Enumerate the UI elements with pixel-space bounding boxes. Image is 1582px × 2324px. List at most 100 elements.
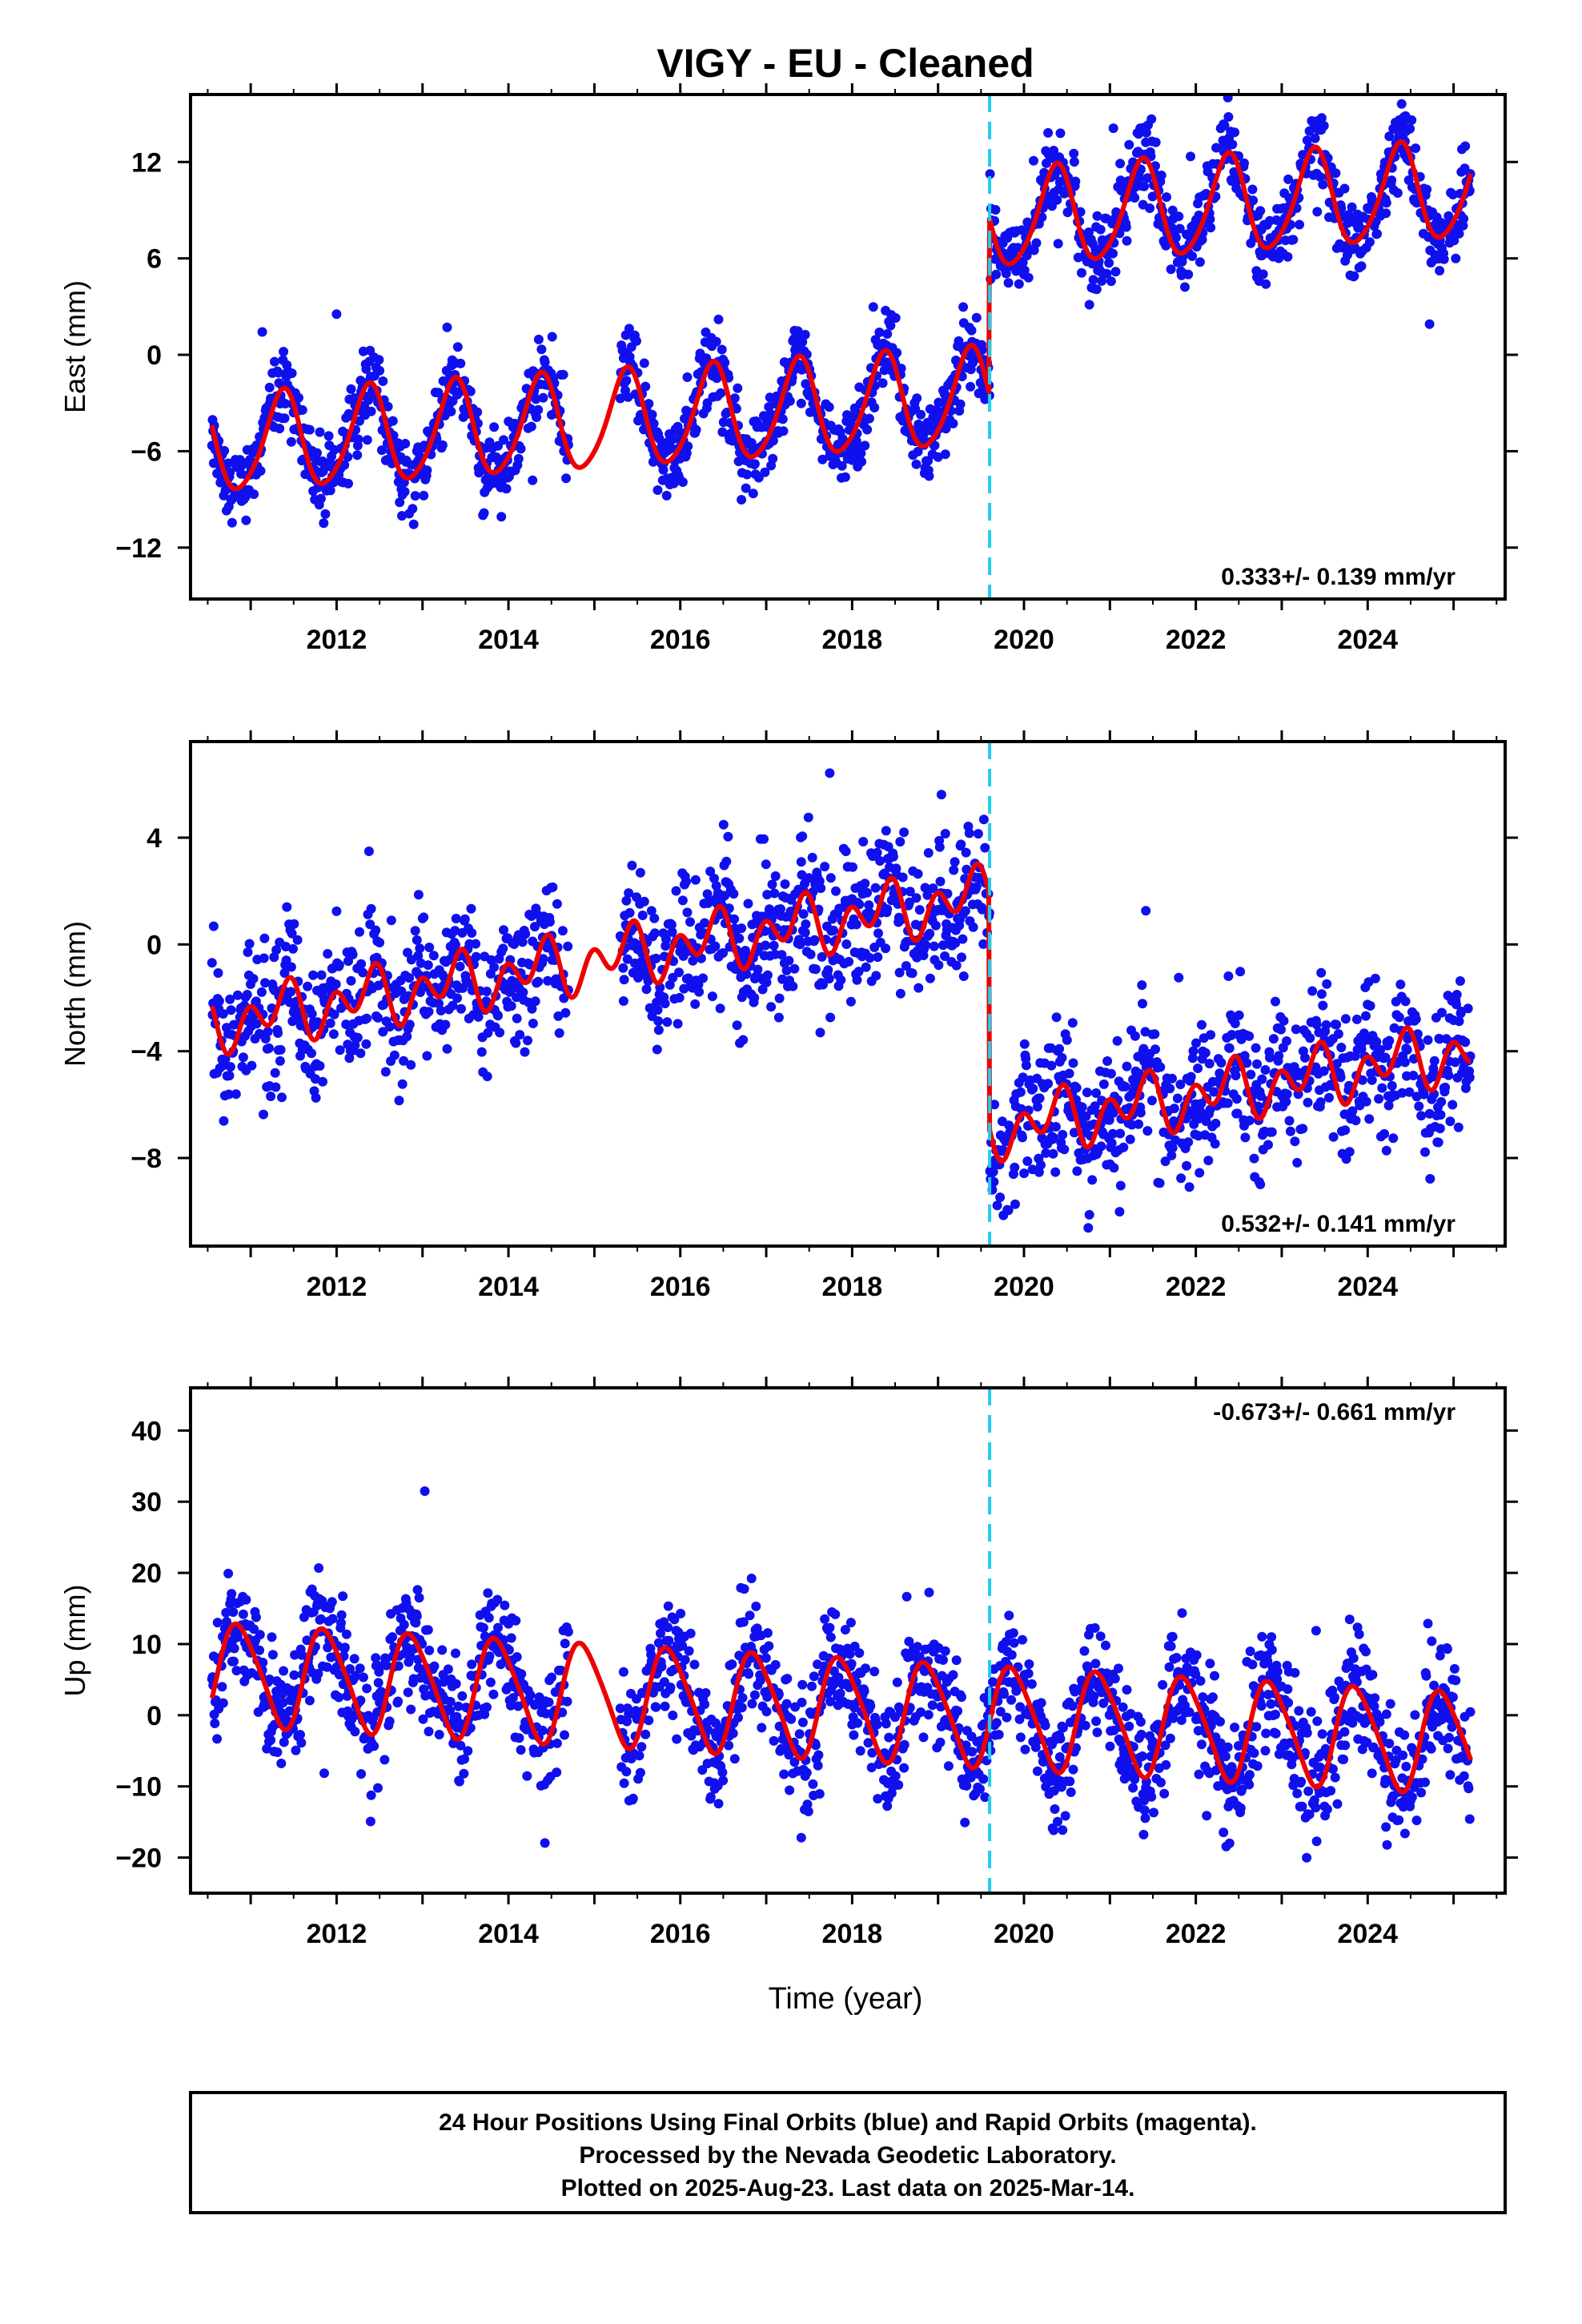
- north-data-point: [639, 896, 649, 907]
- north-data-point: [825, 1012, 836, 1023]
- east-data-point: [856, 448, 866, 458]
- north-data-point: [1244, 1031, 1255, 1041]
- east-data-point: [991, 269, 1002, 279]
- north-data-point: [1377, 1083, 1387, 1093]
- north-data-point: [1452, 990, 1462, 999]
- east-data-point: [1174, 223, 1185, 234]
- east-data-point: [446, 406, 456, 416]
- east-data-point: [661, 490, 672, 501]
- north-data-point: [818, 979, 828, 990]
- north-data-point: [789, 963, 800, 974]
- east-data-point: [1230, 127, 1240, 138]
- north-data-point: [275, 1044, 286, 1055]
- north-data-point: [1195, 1106, 1205, 1116]
- up-data-point: [1066, 1787, 1076, 1797]
- up-data-point: [506, 1633, 516, 1643]
- north-model-curve: [209, 861, 1472, 1164]
- up-data-point: [506, 1700, 516, 1711]
- east-data-point: [1302, 135, 1312, 146]
- east-data-point: [797, 337, 808, 347]
- north-data-point: [1387, 1080, 1397, 1091]
- up-data-point: [669, 1614, 680, 1625]
- east-data-point: [933, 452, 943, 462]
- east-data-point: [1102, 268, 1112, 279]
- up-data-point: [212, 1618, 223, 1628]
- up-data-point: [680, 1655, 690, 1665]
- north-data-point: [1166, 1150, 1177, 1160]
- east-data-point: [1319, 121, 1329, 131]
- up-data-point: [739, 1584, 749, 1594]
- north-data-point: [307, 1009, 317, 1019]
- up-data-point: [916, 1707, 926, 1717]
- up-data-point: [807, 1681, 817, 1691]
- east-data-point: [1108, 248, 1118, 259]
- up-data-point: [358, 1672, 368, 1683]
- east-data-point: [621, 376, 632, 386]
- up-data-point: [393, 1696, 404, 1707]
- north-data-point: [671, 886, 681, 896]
- north-data-point: [419, 912, 429, 923]
- north-data-point: [767, 879, 777, 890]
- east-data-point: [275, 424, 285, 434]
- up-data-point: [980, 1792, 990, 1803]
- east-data-point: [1108, 123, 1118, 134]
- north-data-point: [774, 993, 785, 1003]
- up-data-point: [893, 1779, 904, 1790]
- east-data-point: [383, 401, 393, 412]
- north-data-point: [1255, 1180, 1266, 1189]
- east-data-point: [279, 347, 289, 357]
- north-data-point: [1419, 1089, 1429, 1100]
- north-data-point: [723, 831, 733, 842]
- north-data-point: [231, 1089, 241, 1100]
- east-data-point: [1062, 207, 1073, 218]
- north-data-point: [489, 962, 500, 972]
- up-data-point: [846, 1659, 857, 1669]
- east-data-point: [683, 441, 693, 452]
- north-data-point: [361, 1039, 371, 1049]
- up-data-point: [1060, 1811, 1070, 1821]
- up-data-point: [810, 1740, 821, 1751]
- north-x-tick-label: 2018: [822, 1272, 883, 1302]
- up-data-point: [685, 1628, 696, 1638]
- up-data-point: [634, 1751, 644, 1761]
- north-data-point: [949, 865, 959, 875]
- north-data-point: [1447, 1100, 1458, 1110]
- up-data-point: [255, 1630, 265, 1640]
- north-data-point: [988, 1167, 998, 1177]
- east-data-point: [270, 356, 279, 367]
- up-data-point: [453, 1701, 464, 1711]
- east-data-point: [1124, 139, 1134, 150]
- up-data-point: [651, 1702, 661, 1712]
- up-data-point: [451, 1679, 461, 1689]
- north-data-point: [1015, 1087, 1026, 1097]
- north-data-point: [482, 987, 492, 996]
- east-data-point: [1147, 191, 1158, 202]
- east-data-point: [533, 404, 544, 415]
- up-data-point: [478, 1622, 488, 1633]
- east-data-point: [378, 376, 388, 386]
- north-data-point: [247, 1060, 257, 1071]
- east-x-tick-label: 2024: [1337, 625, 1398, 655]
- up-data-point: [664, 1635, 674, 1646]
- east-data-point: [1227, 139, 1238, 150]
- east-data-point: [558, 369, 568, 380]
- up-data-point: [1006, 1695, 1017, 1705]
- up-data-point: [700, 1699, 710, 1710]
- up-data-point: [869, 1667, 880, 1677]
- up-data-point: [456, 1740, 466, 1751]
- east-data-point: [245, 454, 255, 464]
- north-data-point: [1315, 1097, 1326, 1108]
- up-data-point: [1114, 1663, 1123, 1674]
- north-data-point: [448, 1000, 458, 1011]
- north-data-point: [271, 945, 282, 955]
- up-data-point: [1004, 1610, 1014, 1621]
- up-data-point: [516, 1669, 527, 1679]
- north-data-point: [292, 935, 303, 945]
- north-data-point: [1445, 1116, 1456, 1127]
- north-data-point: [1115, 1128, 1126, 1139]
- up-data-point: [797, 1697, 807, 1707]
- east-data-point: [1331, 168, 1341, 179]
- north-data-point: [825, 768, 835, 778]
- north-data-point: [1404, 1087, 1415, 1097]
- east-data-point: [652, 485, 663, 495]
